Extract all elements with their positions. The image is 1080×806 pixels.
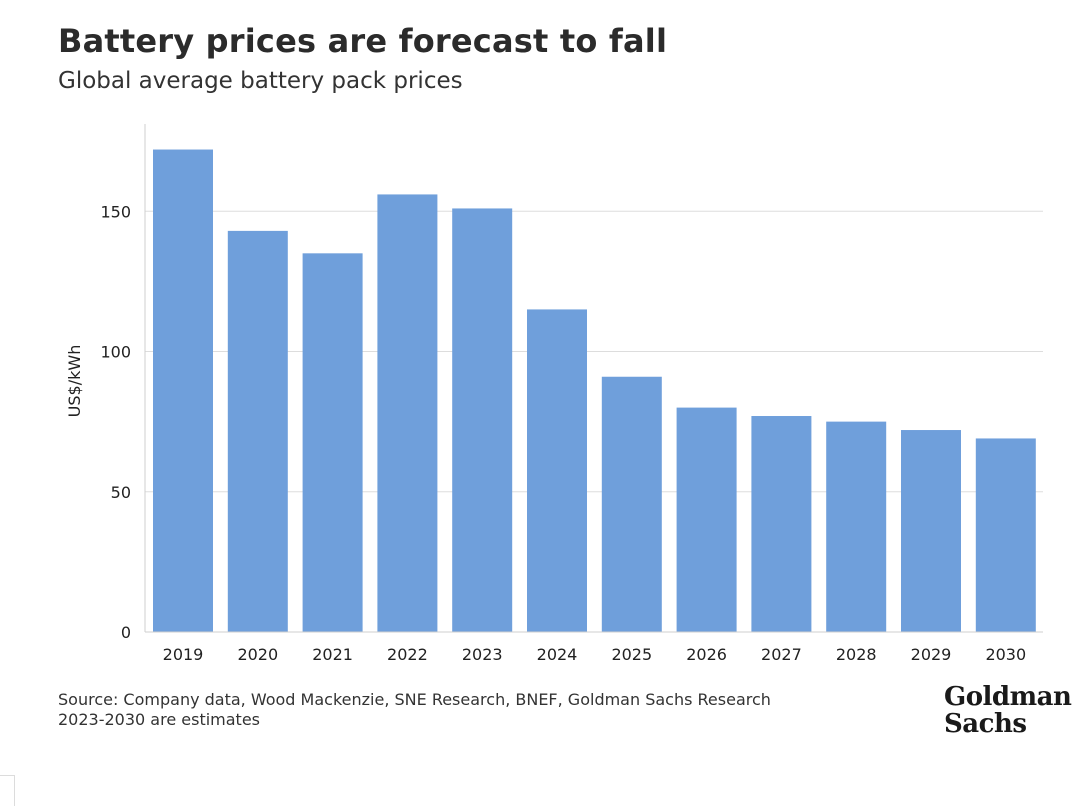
- x-tick-label: 2028: [836, 645, 877, 664]
- x-tick-label: 2026: [686, 645, 727, 664]
- x-tick-label: 2025: [611, 645, 652, 664]
- bar-2024: [527, 309, 587, 632]
- bar-2023: [452, 208, 513, 632]
- bar-2022: [377, 194, 438, 633]
- x-tick-label: 2022: [387, 645, 428, 664]
- bar-2025: [601, 376, 662, 632]
- bar-2020: [227, 230, 288, 632]
- x-tick-label: 2021: [312, 645, 353, 664]
- x-tick-label: 2019: [163, 645, 204, 664]
- bars: [153, 149, 1036, 633]
- y-tick-label: 150: [100, 202, 131, 221]
- x-tick-label: 2030: [985, 645, 1026, 664]
- bar-2029: [901, 430, 961, 632]
- x-tick-label: 2020: [237, 645, 278, 664]
- source-text: Source: Company data, Wood Mackenzie, SN…: [58, 690, 771, 709]
- bar-2028: [826, 421, 887, 632]
- y-tick-label: 0: [121, 623, 131, 642]
- chart-title: Battery prices are forecast to fall: [58, 22, 668, 60]
- x-tick-label: 2029: [911, 645, 952, 664]
- goldman-sachs-logo: Goldman Sachs: [944, 682, 1072, 739]
- bar-2026: [676, 407, 737, 632]
- bar-2027: [751, 416, 812, 632]
- y-axis-label: US$/kWh: [65, 345, 84, 418]
- x-tick-label: 2023: [462, 645, 503, 664]
- page-corner-divider: [0, 775, 15, 806]
- x-tick-labels: 2019 2020 2021 2022 2023 2024 2025 2026 2027 2028…: [163, 645, 1027, 664]
- gridlines: [145, 210, 1043, 493]
- y-tick-label: 100: [100, 343, 131, 362]
- estimate-note: 2023-2030 are estimates: [58, 710, 260, 729]
- source-note: Source: Company data, Wood Mackenzie, SN…: [58, 690, 771, 730]
- logo-line-1: Goldman: [944, 682, 1072, 712]
- chart-subtitle: Global average battery pack prices: [58, 68, 463, 94]
- bar-2019: [153, 149, 213, 633]
- bar-2021: [302, 253, 363, 632]
- x-tick-label: 2027: [761, 645, 802, 664]
- bar-2030: [975, 438, 1036, 632]
- x-tick-label: 2024: [537, 645, 578, 664]
- y-tick-label: 50: [111, 483, 131, 502]
- y-tick-labels: 0 50 100 150: [100, 202, 131, 642]
- logo-line-2: Sachs: [944, 709, 1027, 739]
